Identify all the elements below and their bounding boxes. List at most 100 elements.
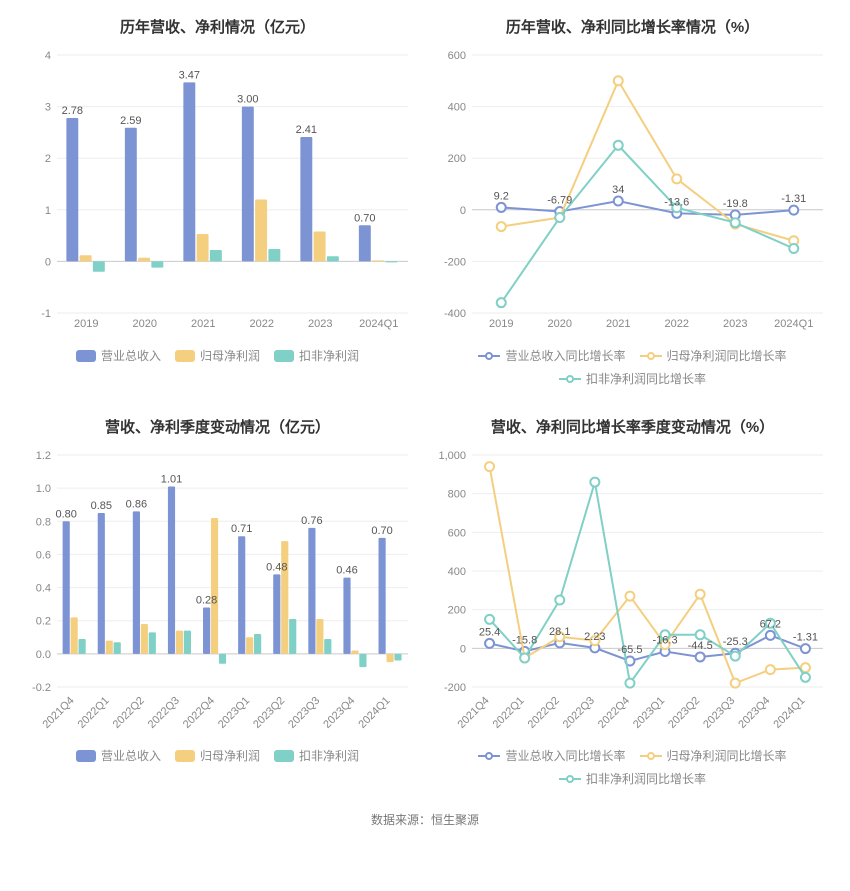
legend-item[interactable]: 营业总收入	[76, 347, 161, 364]
panel-annual-revenue: 历年营收、净利情况（亿元） -1012342019202020212022202…	[15, 10, 420, 400]
svg-text:2.78: 2.78	[62, 105, 83, 117]
svg-text:0.2: 0.2	[36, 616, 51, 628]
legend-swatch-icon	[175, 350, 195, 362]
svg-text:0.71: 0.71	[231, 523, 252, 535]
svg-text:4: 4	[45, 50, 51, 62]
svg-text:-15.8: -15.8	[512, 634, 537, 646]
svg-text:2023Q4: 2023Q4	[736, 695, 772, 731]
chart-canvas: -20002004006008001,0002021Q42022Q12022Q2…	[430, 441, 835, 741]
svg-text:2022: 2022	[665, 318, 689, 330]
legend-item[interactable]: 扣非净利润同比增长率	[559, 770, 706, 787]
svg-text:2022Q1: 2022Q1	[491, 695, 527, 731]
svg-text:2022Q2: 2022Q2	[526, 695, 562, 731]
legend-item[interactable]: 营业总收入同比增长率	[478, 747, 625, 764]
legend-item[interactable]: 扣非净利润	[274, 347, 359, 364]
chart-title: 历年营收、净利情况（亿元）	[15, 10, 420, 41]
svg-text:2020: 2020	[548, 318, 572, 330]
chart-legend: 营业总收入同比增长率 归母净利润同比增长率扣非净利润同比增长率	[430, 741, 835, 787]
legend-swatch-icon	[640, 750, 662, 762]
svg-text:0: 0	[460, 205, 466, 217]
svg-text:400: 400	[448, 102, 466, 114]
chart-canvas: -101234201920202021202220232024Q12.782.5…	[15, 41, 420, 341]
svg-text:2022: 2022	[250, 318, 274, 330]
legend-swatch-icon	[559, 373, 581, 385]
legend-item[interactable]: 营业总收入	[76, 747, 161, 764]
panel-quarterly-growth: 营收、净利同比增长率季度变动情况（%） -20002004006008001,0…	[430, 410, 835, 800]
svg-text:-44.5: -44.5	[688, 640, 713, 652]
svg-text:0: 0	[45, 256, 51, 268]
svg-text:2021: 2021	[191, 318, 215, 330]
svg-text:2023Q4: 2023Q4	[321, 695, 357, 731]
svg-text:2.41: 2.41	[296, 124, 317, 136]
svg-text:2.23: 2.23	[584, 631, 605, 643]
svg-text:1.01: 1.01	[161, 473, 182, 485]
legend-item[interactable]: 归母净利润同比增长率	[640, 747, 787, 764]
legend-item[interactable]: 扣非净利润同比增长率	[559, 370, 706, 387]
svg-text:-16.3: -16.3	[653, 634, 678, 646]
svg-text:2.59: 2.59	[120, 115, 141, 127]
svg-text:2021Q4: 2021Q4	[40, 695, 76, 731]
svg-text:-13.6: -13.6	[664, 196, 689, 208]
legend-item[interactable]: 归母净利润	[175, 347, 260, 364]
svg-text:25.4: 25.4	[479, 626, 500, 638]
svg-text:800: 800	[448, 489, 466, 501]
svg-text:0.85: 0.85	[91, 500, 112, 512]
svg-text:2024Q1: 2024Q1	[774, 318, 813, 330]
legend-swatch-icon	[478, 350, 500, 362]
svg-text:-1.31: -1.31	[781, 193, 806, 205]
svg-text:0.46: 0.46	[336, 565, 357, 577]
svg-text:400: 400	[448, 566, 466, 578]
svg-text:600: 600	[448, 527, 466, 539]
legend-swatch-icon	[478, 750, 500, 762]
chart-title: 历年营收、净利同比增长率情况（%）	[430, 10, 835, 41]
chart-legend: 营业总收入 归母净利润扣非净利润	[15, 741, 420, 764]
svg-text:2023: 2023	[308, 318, 332, 330]
svg-text:-1: -1	[41, 308, 51, 320]
svg-text:0.4: 0.4	[36, 583, 51, 595]
svg-text:0.6: 0.6	[36, 549, 51, 561]
svg-text:-1.31: -1.31	[793, 632, 818, 644]
svg-text:2023Q2: 2023Q2	[666, 695, 702, 731]
svg-text:0.8: 0.8	[36, 516, 51, 528]
panel-annual-growth: 历年营收、净利同比增长率情况（%） -400-20002004006002019…	[430, 10, 835, 400]
svg-text:0.76: 0.76	[301, 515, 322, 527]
legend-label: 扣非净利润同比增长率	[586, 770, 706, 787]
svg-text:2022Q3: 2022Q3	[146, 695, 182, 731]
svg-text:2021: 2021	[606, 318, 630, 330]
svg-text:2022Q4: 2022Q4	[596, 695, 632, 731]
svg-text:0.70: 0.70	[371, 525, 392, 537]
svg-text:1.0: 1.0	[36, 483, 51, 495]
svg-text:1,000: 1,000	[438, 450, 466, 462]
legend-label: 归母净利润同比增长率	[667, 747, 787, 764]
svg-text:3: 3	[45, 102, 51, 114]
svg-text:2: 2	[45, 153, 51, 165]
svg-text:-65.5: -65.5	[617, 644, 642, 656]
svg-text:-25.3: -25.3	[723, 636, 748, 648]
svg-text:0: 0	[460, 643, 466, 655]
svg-text:1.2: 1.2	[36, 450, 51, 462]
svg-text:2022Q1: 2022Q1	[76, 695, 112, 731]
legend-item[interactable]: 归母净利润	[175, 747, 260, 764]
svg-text:-200: -200	[444, 682, 466, 694]
svg-text:2022Q4: 2022Q4	[181, 695, 217, 731]
panel-quarterly-revenue: 营收、净利季度变动情况（亿元） -0.20.00.20.40.60.81.01.…	[15, 410, 420, 800]
svg-text:200: 200	[448, 153, 466, 165]
legend-label: 营业总收入	[101, 347, 161, 364]
legend-item[interactable]: 营业总收入同比增长率	[478, 347, 625, 364]
legend-item[interactable]: 扣非净利润	[274, 747, 359, 764]
legend-label: 营业总收入	[101, 747, 161, 764]
legend-swatch-icon	[559, 773, 581, 785]
legend-label: 营业总收入同比增长率	[505, 347, 625, 364]
legend-label: 归母净利润	[200, 747, 260, 764]
legend-swatch-icon	[175, 750, 195, 762]
svg-text:3.47: 3.47	[179, 69, 200, 81]
svg-text:2024Q1: 2024Q1	[359, 318, 398, 330]
chart-grid: 历年营收、净利情况（亿元） -1012342019202020212022202…	[0, 0, 850, 805]
legend-label: 归母净利润	[200, 347, 260, 364]
legend-item[interactable]: 归母净利润同比增长率	[640, 347, 787, 364]
svg-text:67.2: 67.2	[760, 618, 781, 630]
svg-text:-0.2: -0.2	[32, 682, 51, 694]
svg-text:2023Q2: 2023Q2	[251, 695, 287, 731]
svg-text:28.1: 28.1	[549, 626, 570, 638]
svg-text:200: 200	[448, 605, 466, 617]
